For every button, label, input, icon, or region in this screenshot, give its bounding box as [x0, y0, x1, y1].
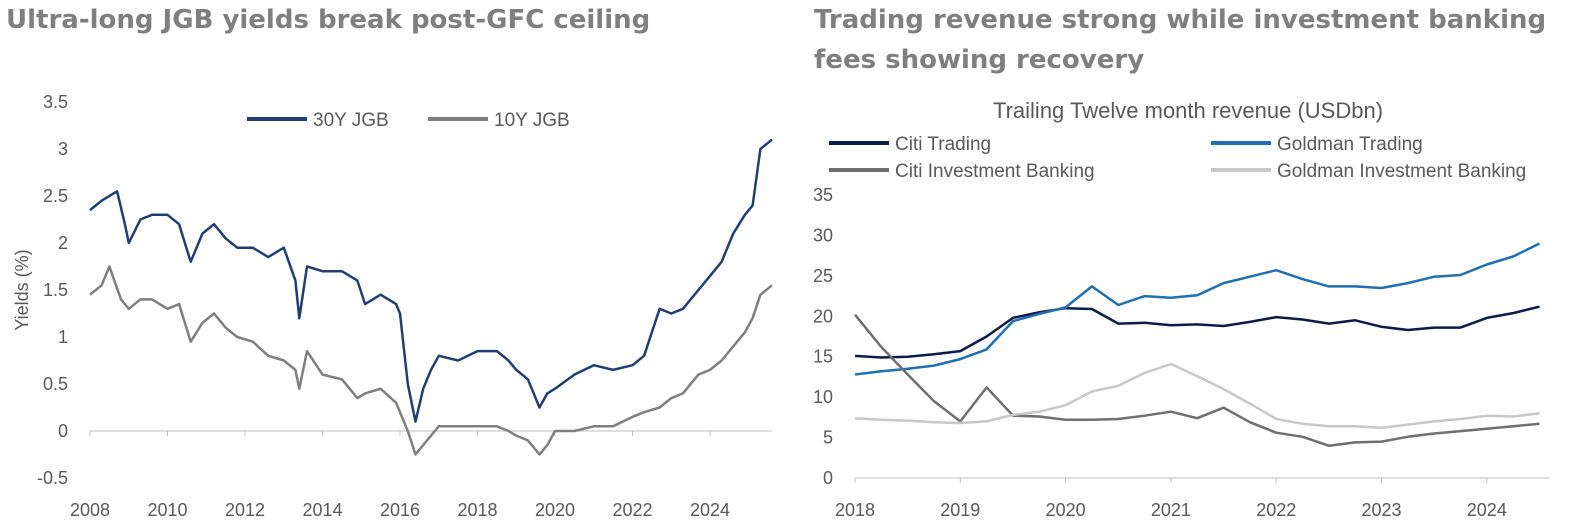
series-line-citi-trading — [854, 305, 1540, 359]
y-tick-label: 20 — [813, 306, 833, 326]
y-axis-title: Yields (%) — [12, 249, 32, 330]
x-tick-label: 2020 — [535, 500, 575, 520]
legend-label-goldman-trading: Goldman Trading — [1277, 134, 1423, 155]
x-tick-label: 2008 — [70, 500, 110, 520]
y-tick-label: 1.5 — [43, 280, 68, 300]
x-tick-label: 2018 — [457, 500, 497, 520]
right-chart-title: Trading revenue strong while investment … — [814, 5, 1547, 75]
y-tick-label: 0 — [58, 421, 68, 441]
y-tick-label: 3.5 — [43, 92, 68, 112]
y-tick-label: 35 — [813, 185, 833, 205]
x-tick-label: 2016 — [380, 500, 420, 520]
y-tick-label: 2 — [58, 233, 68, 253]
x-tick-label: 2022 — [1256, 500, 1296, 520]
series-line-citi-investment-banking — [854, 313, 1540, 447]
y-tick-label: -0.5 — [37, 468, 68, 488]
x-tick-label: 2024 — [690, 500, 730, 520]
x-tick-label: 2023 — [1361, 500, 1401, 520]
series-line-goldman-investment-banking — [854, 362, 1540, 430]
y-tick-label: 0 — [823, 468, 833, 488]
x-tick-label: 2010 — [147, 500, 187, 520]
x-tick-label: 2021 — [1151, 500, 1191, 520]
y-tick-label: 30 — [813, 225, 833, 245]
chart-subtitle: Trailing Twelve month revenue (USDbn) — [993, 98, 1383, 123]
x-tick-label: 2012 — [225, 500, 265, 520]
series-line-goldman-trading — [854, 242, 1541, 376]
legend-label-goldman-investment-banking: Goldman Investment Banking — [1277, 161, 1526, 182]
legend-label-30y-jgb: 30Y JGB — [313, 110, 389, 131]
x-tick-label: 2022 — [612, 500, 652, 520]
legend-label-citi-trading: Citi Trading — [895, 134, 991, 155]
x-tick-label: 2019 — [940, 500, 980, 520]
y-tick-label: 0.5 — [43, 374, 68, 394]
x-tick-label: 2014 — [302, 500, 342, 520]
left-chart-title: Ultra-long JGB yields break post-GFC cei… — [6, 5, 651, 35]
x-tick-label: 2020 — [1046, 500, 1086, 520]
y-tick-label: 1 — [58, 327, 68, 347]
y-tick-label: 2.5 — [43, 186, 68, 206]
legend-label-10y-jgb: 10Y JGB — [494, 110, 570, 131]
y-tick-label: 5 — [823, 428, 833, 448]
series-line-30y-jgb — [89, 138, 773, 423]
x-tick-label: 2018 — [835, 500, 875, 520]
y-tick-label: 15 — [813, 347, 833, 367]
series-line-10y-jgb — [89, 265, 773, 456]
y-tick-label: 25 — [813, 266, 833, 286]
legend-label-citi-investment-banking: Citi Investment Banking — [895, 161, 1095, 182]
x-tick-label: 2024 — [1467, 500, 1507, 520]
y-tick-label: 10 — [813, 387, 833, 407]
y-tick-label: 3 — [58, 139, 68, 159]
